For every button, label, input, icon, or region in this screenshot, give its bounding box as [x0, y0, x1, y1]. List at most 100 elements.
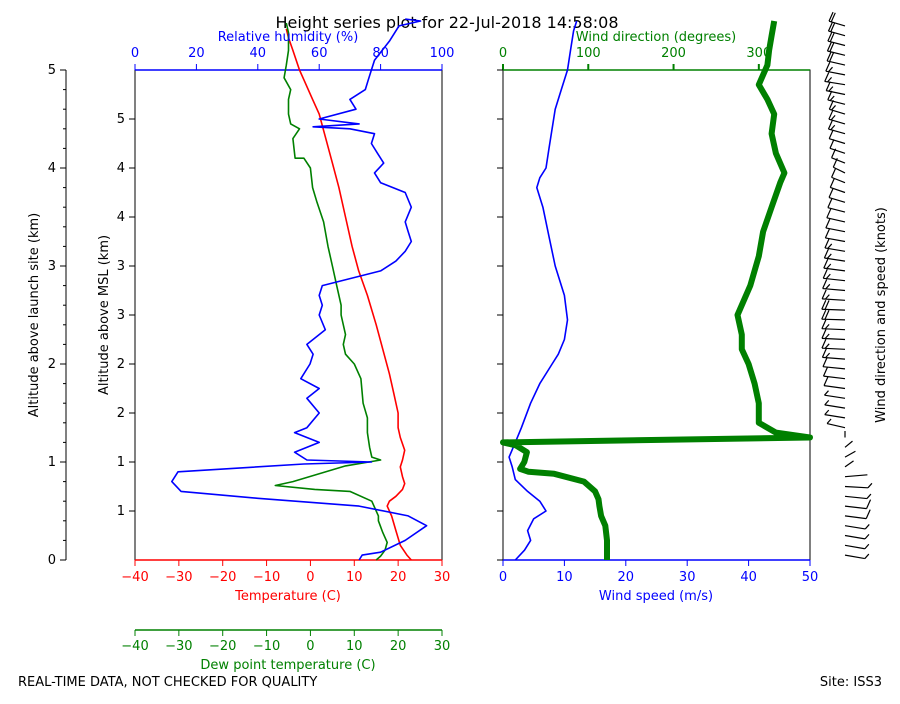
wind-barb-17 [823, 376, 846, 390]
wind-barb-45 [828, 100, 846, 115]
msl-tick-label-5: 3 [117, 259, 125, 274]
wind-barb-staff-6 [844, 495, 867, 500]
wind-barb-flag-27-0 [822, 279, 828, 289]
wind-barb-7 [844, 482, 873, 489]
agl-tick-label-0: 0 [48, 553, 56, 568]
temp-tick-label-6: 20 [390, 570, 407, 585]
wind-barb-23 [821, 319, 846, 331]
msl-tick-label-4: 3 [117, 308, 125, 323]
wind-barb-staff-36 [828, 196, 846, 203]
wind-barb-flag-45-0 [828, 100, 834, 110]
wind-barb-staff-4 [844, 515, 867, 520]
wind-direction-axis-label: Wind direction (degrees) [576, 30, 736, 45]
wind-barb-staff-40 [831, 157, 846, 164]
wind-barb-38 [831, 168, 846, 184]
wind-barb-staff-42 [829, 138, 846, 145]
wind-barb-flag-46-0 [827, 90, 833, 101]
wind-barb-41 [829, 139, 846, 154]
wind-barb-51 [826, 41, 846, 56]
msl-tick-label-6: 4 [117, 210, 125, 225]
wind-ticks: 0 10 20 30 40 50 0 100 200 300 [497, 46, 818, 585]
wind-barb-flag-22-0 [821, 329, 827, 339]
wind-barb-staff-10 [844, 450, 856, 458]
agl-tick-label-4: 4 [48, 161, 56, 176]
rh-tick-label-3: 60 [311, 46, 328, 61]
msl-tick-label-2: 2 [117, 406, 125, 421]
wind-barb-flag-48-1 [827, 77, 833, 83]
agl-ticks: 0 1 2 3 4 5 [48, 63, 66, 568]
wind-speed-tick-label-5: 50 [802, 570, 819, 585]
wind-barb-flag-51-0 [826, 41, 832, 52]
agl-axis: 0 1 2 3 4 5 Altitude above launch site (km) [27, 63, 67, 568]
series-wind-speed [508, 20, 578, 561]
msl-tick-label-7: 4 [117, 161, 125, 176]
wind-barb-flag-47-0 [825, 81, 831, 91]
wind-barb-30 [823, 248, 846, 262]
agl-tick-label-1: 1 [48, 455, 56, 470]
wind-barb-9 [844, 460, 854, 468]
barb-axis-label: Wind direction and speed (knots) [874, 207, 889, 423]
wind-barb-staff-38 [831, 176, 846, 184]
wind-barb-4 [844, 509, 871, 520]
wind-barb-flag-26-1 [824, 294, 830, 300]
wind-barb-16 [824, 390, 846, 399]
wind-barb-staff-18 [823, 375, 846, 380]
wind-barb-5 [844, 499, 872, 510]
wind-barb-flag-22-1 [824, 333, 830, 339]
wind-barb-54 [828, 11, 846, 27]
wind-barb-flag-41-0 [829, 139, 835, 149]
wind-barb-flag-35-0 [827, 198, 833, 208]
wind-dir-tick-label-0: 0 [499, 46, 507, 61]
wind-barb-36 [828, 188, 846, 203]
dewpoint-tick-label-6: 20 [390, 639, 407, 654]
rh-axis-label: Relative humidity (%) [218, 30, 359, 45]
wind-barb-flag-53-0 [827, 21, 834, 32]
wind-barb-flag-48-0 [824, 72, 830, 82]
wind-barb-15 [824, 399, 846, 409]
temp-tick-label-7: 30 [434, 570, 451, 585]
wind-speed-tick-label-3: 30 [679, 570, 696, 585]
wind-barb-flag-13-0 [826, 418, 832, 424]
wind-series [500, 20, 813, 561]
wind-barb-10 [844, 450, 856, 458]
wind-barb-48 [824, 72, 846, 86]
rh-tick-label-2: 40 [250, 46, 267, 61]
wind-barb-flag-24-1 [824, 310, 830, 320]
temperature-axis-label: Temperature (C) [234, 589, 341, 604]
wind-barb-50 [826, 51, 846, 66]
msl-tick-label-1: 1 [117, 455, 125, 470]
wind-barb-37 [829, 178, 846, 194]
wind-barb-flag-0-0 [864, 553, 870, 559]
wind-barb-staff-17 [823, 385, 846, 390]
wind-barb-staff-9 [844, 460, 854, 468]
wind-barb-flag-45-1 [831, 105, 836, 111]
wind-barb-14 [824, 409, 846, 419]
wind-barb-27 [822, 279, 846, 292]
dewpoint-tick-label-4: 0 [306, 639, 314, 654]
wind-speed-tick-label-4: 40 [740, 570, 757, 585]
wind-barb-6 [844, 493, 872, 500]
wind-barb-20 [821, 348, 846, 360]
plot-title: Height series plot for 22-Jul-2018 14:58… [275, 13, 618, 32]
wind-barb-flag-42-0 [828, 129, 834, 139]
rh-tick-label-0: 0 [131, 46, 139, 61]
wind-barb-flag-46-1 [829, 95, 835, 101]
wind-barb-staff-35 [827, 207, 846, 213]
wind-barb-49 [825, 61, 846, 76]
wind-barb-flag-28-0 [822, 269, 828, 279]
wind-barb-3 [844, 524, 870, 530]
wind-barb-flag-26-0 [821, 289, 827, 300]
wind-barb-flag-49-0 [825, 61, 831, 72]
wind-barb-44 [828, 109, 846, 125]
wind-barb-flag-29-1 [826, 263, 832, 269]
wind-barb-35 [827, 198, 846, 213]
temp-tick-label-0: −40 [121, 570, 148, 585]
wind-panel: 0 10 20 30 40 50 0 100 200 300 Wind direction (de… [497, 20, 818, 604]
rh-tick-label-5: 100 [430, 46, 455, 61]
wind-barb-flag-44-1 [830, 114, 836, 121]
wind-barb-staff-32 [825, 237, 846, 243]
wind-barb-31 [824, 238, 846, 252]
wind-barb-1 [844, 543, 870, 550]
dewpoint-tick-label-5: 10 [346, 639, 363, 654]
